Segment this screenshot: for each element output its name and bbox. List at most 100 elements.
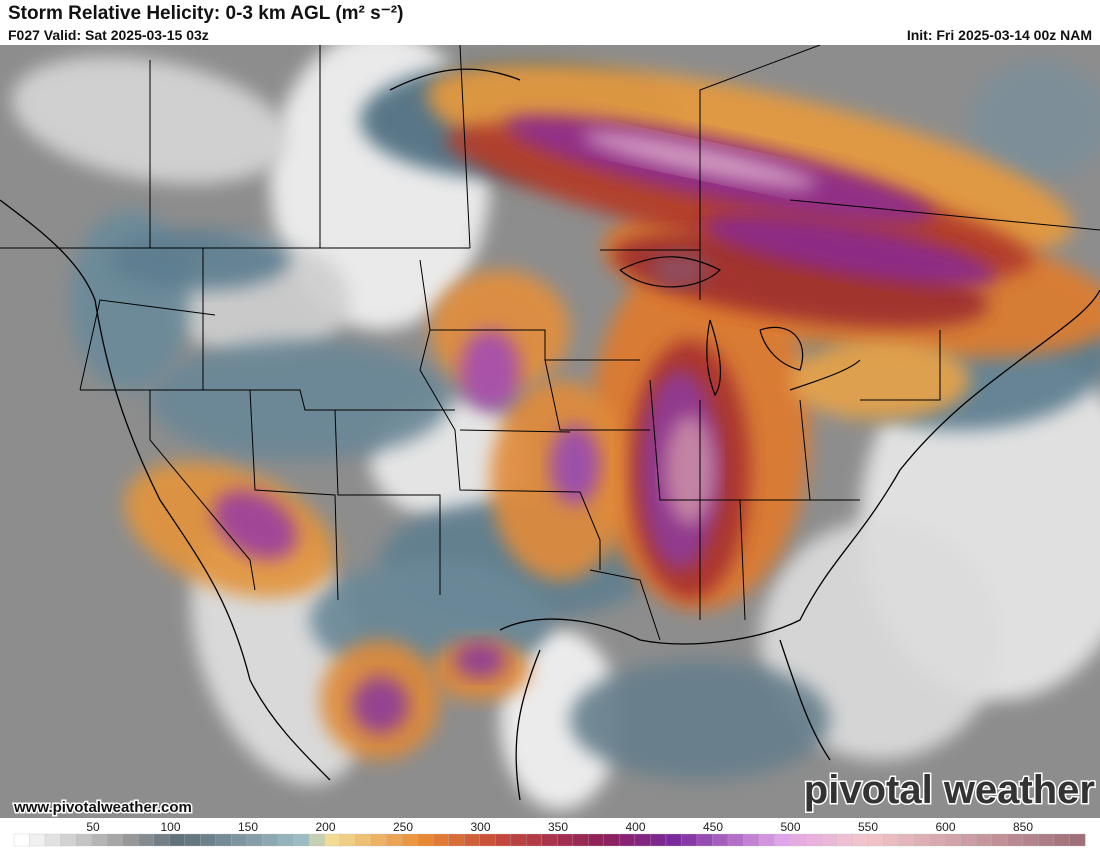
- great-lakes: [619, 256, 861, 397]
- colorbar-swatch: [526, 833, 543, 847]
- colorbar-swatch: [60, 833, 77, 847]
- colorbar-swatch: [370, 833, 387, 847]
- colorbar-swatch: [1069, 833, 1086, 847]
- colorbar-swatch: [774, 833, 791, 847]
- colorbar-swatch: [200, 833, 217, 847]
- map-title: Storm Relative Helicity: 0-3 km AGL (m² …: [8, 3, 404, 24]
- colorbar-swatch: [29, 833, 46, 847]
- colorbar-swatch: [169, 833, 186, 847]
- colorbar-swatch: [495, 833, 512, 847]
- colorbar-swatch: [479, 833, 496, 847]
- colorbar-swatch: [727, 833, 744, 847]
- colorbar-swatch: [789, 833, 807, 847]
- colorbar-label: 350: [548, 820, 568, 834]
- field-blob: [790, 340, 970, 420]
- colorbar-swatch: [665, 833, 682, 847]
- colorbar: 50 100 150 200 250 300 350 400 450 500 550 600 850: [0, 818, 1100, 850]
- colorbar-swatch: [324, 833, 341, 847]
- coastlines: [0, 68, 1100, 801]
- field-blob: [611, 232, 989, 328]
- colorbar-swatch: [75, 833, 93, 847]
- colorbar-swatch: [1038, 833, 1055, 847]
- colorbar-swatch: [945, 833, 962, 847]
- field-blob: [702, 214, 998, 286]
- colorbar-swatch: [91, 833, 108, 847]
- colorbar-swatch: [153, 833, 170, 847]
- field-blob: [150, 340, 450, 460]
- colorbar-swatch: [448, 833, 465, 847]
- colorbar-swatch: [619, 833, 636, 847]
- colorbar-swatch: [743, 833, 760, 847]
- colorbar-swatch: [898, 833, 915, 847]
- colorbar-swatch: [106, 833, 124, 847]
- colorbar-swatch: [758, 833, 776, 847]
- field-blob: [570, 660, 830, 780]
- colorbar-swatch: [1053, 833, 1070, 847]
- colorbar-swatch: [820, 833, 838, 847]
- colorbar-label: 300: [470, 820, 490, 834]
- colorbar-swatch: [929, 833, 946, 847]
- colorbar-swatch: [277, 833, 294, 847]
- field-blob: [550, 425, 600, 505]
- brand-watermark: pivotal weather: [804, 768, 1095, 812]
- colorbar-swatch: [386, 833, 403, 847]
- colorbar-label: 500: [780, 820, 800, 834]
- colorbar-swatch: [914, 833, 931, 847]
- field-blob: [213, 490, 297, 560]
- colorbar-swatch: [215, 833, 232, 847]
- colorbar-swatch: [557, 833, 574, 847]
- colorbar-swatch: [122, 833, 139, 847]
- colorbar-swatch: [634, 833, 651, 847]
- colorbar-label: 200: [315, 820, 335, 834]
- field-blob: [352, 677, 408, 733]
- colorbar-swatch: [293, 833, 310, 847]
- colorbar-swatch: [246, 833, 263, 847]
- init-time: Init: Fri 2025-03-14 00z NAM: [906, 27, 1092, 43]
- colorbar-swatch: [1022, 833, 1039, 847]
- site-url: www.pivotalweather.com: [13, 799, 192, 816]
- colorbar-swatch: [960, 833, 977, 847]
- field-blob: [650, 252, 710, 288]
- valid-time: F027 Valid: Sat 2025-03-15 03z: [8, 27, 209, 43]
- colorbar-swatch: [262, 833, 279, 847]
- field-blob: [970, 60, 1100, 180]
- colorbar-swatch: [852, 833, 869, 847]
- colorbar-swatch: [432, 833, 450, 847]
- field-blob: [500, 630, 620, 810]
- colorbar-swatch: [541, 833, 558, 847]
- colorbar-swatch: [339, 833, 356, 847]
- colorbar-swatch: [650, 833, 667, 847]
- colorbar-swatch: [603, 833, 620, 847]
- colorbar-swatch: [867, 833, 884, 847]
- colorbar-swatch: [184, 833, 201, 847]
- helicity-field: [11, 45, 1100, 810]
- colorbar-label: 600: [935, 820, 955, 834]
- colorbar-swatch: [588, 833, 605, 847]
- colorbar-label: 150: [238, 820, 258, 834]
- colorbar-swatch: [308, 833, 325, 847]
- field-blob: [455, 642, 505, 678]
- colorbar-label: 250: [393, 820, 413, 834]
- colorbar-label: 100: [160, 820, 180, 834]
- colorbar-swatch: [401, 833, 419, 847]
- colorbar-swatch: [1007, 833, 1024, 847]
- colorbar-swatch: [681, 833, 698, 847]
- field-blob: [460, 330, 520, 410]
- colorbar-swatch: [805, 833, 822, 847]
- colorbar-label: 550: [858, 820, 878, 834]
- colorbar-swatch: [463, 833, 481, 847]
- colorbar-swatch: [883, 833, 900, 847]
- colorbar-swatch: [231, 833, 248, 847]
- colorbar-label: 400: [625, 820, 645, 834]
- colorbar-label: 850: [1013, 820, 1033, 834]
- colorbar-swatch: [44, 833, 62, 847]
- colorbar-swatch: [417, 833, 434, 847]
- colorbar-swatch: [991, 833, 1008, 847]
- state-borders: [0, 45, 1100, 641]
- colorbar-swatch: [696, 833, 713, 847]
- colorbar-swatch: [836, 833, 853, 847]
- colorbar-swatch: [13, 833, 30, 847]
